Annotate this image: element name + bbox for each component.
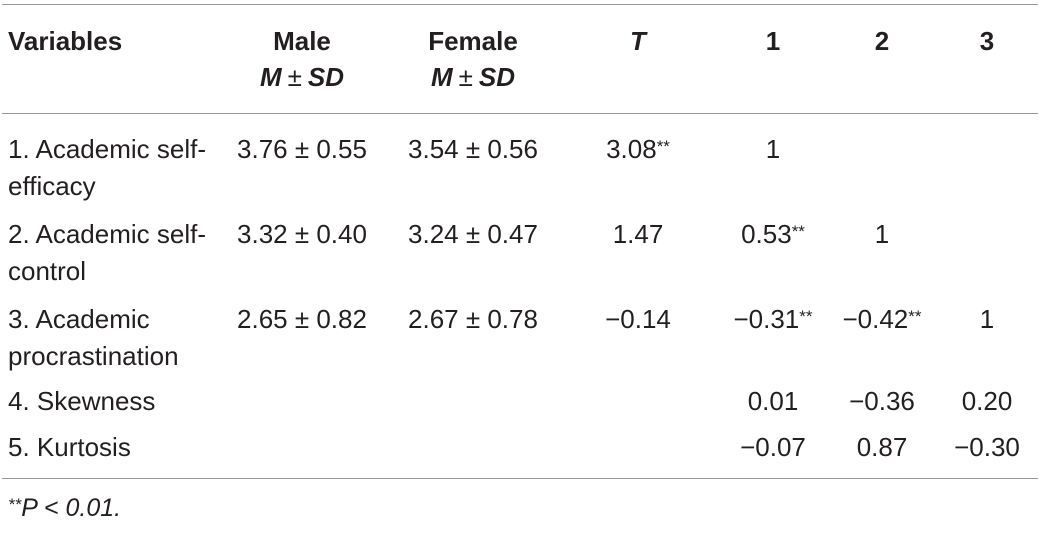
row-male: 2.65 ± 0.82: [237, 304, 367, 334]
header-rule: [2, 113, 1038, 114]
row-t: [558, 429, 718, 478]
table-row: 4. Skewness 0.01 −0.36 0.20: [2, 383, 1038, 429]
row-col-2: 0.87: [856, 432, 908, 462]
row-variable: 1. Academic self-efficacy: [8, 134, 206, 201]
table-row: 5. Kurtosis −0.07 0.87 −0.30: [2, 429, 1038, 478]
row-col-1: 0.53**: [741, 219, 805, 249]
header-col-2: 2: [874, 26, 890, 56]
row-variable: 2. Academic self-control: [8, 219, 206, 286]
row-col-1: −0.31**: [733, 304, 813, 334]
row-col-2: −0.36: [849, 386, 915, 416]
row-t: 3.08**: [606, 134, 670, 164]
row-female: [388, 383, 558, 429]
header-variables: Variables: [8, 26, 123, 56]
significance-mark: **: [799, 307, 813, 326]
header-female-msd: M ± SD: [430, 62, 516, 92]
row-female: 3.54 ± 0.56: [408, 134, 538, 164]
row-female: 3.24 ± 0.47: [408, 219, 538, 249]
row-col-3: −0.30: [954, 432, 1020, 462]
row-female: [388, 429, 558, 478]
row-col-1: 1: [765, 134, 781, 164]
row-variable: 4. Skewness: [8, 386, 156, 416]
header-t: T: [630, 26, 646, 56]
row-col-2: 1: [874, 219, 890, 249]
header-male: Male M ± SD: [216, 5, 388, 113]
significance-mark: **: [656, 137, 670, 156]
row-col-3: 0.20: [961, 386, 1013, 416]
footnote-mark: **: [8, 495, 22, 514]
bottom-rule: [2, 478, 1038, 479]
table-row: 3. Academic procrastination 2.65 ± 0.82 …: [2, 301, 1038, 383]
row-t: −0.14: [605, 304, 671, 334]
row-male: [216, 383, 388, 429]
row-col-1: 0.01: [747, 386, 799, 416]
row-col-2: −0.42**: [842, 304, 922, 334]
top-rule: [2, 4, 1038, 5]
row-variable: 5. Kurtosis: [8, 432, 131, 462]
row-col-3: [936, 216, 1038, 301]
row-male: [216, 429, 388, 478]
data-table-container: Variables Male M ± SD Female M ± SD T 1 2 3 …: [2, 4, 1038, 525]
footnote-text: P < 0.01.: [21, 494, 122, 522]
row-t: 1.47: [612, 219, 664, 249]
row-col-1: −0.07: [740, 432, 806, 462]
row-variable: 3. Academic procrastination: [8, 304, 179, 371]
row-male: 3.76 ± 0.55: [237, 134, 367, 164]
row-t: [558, 383, 718, 429]
table-row: 2. Academic self-control 3.32 ± 0.40 3.2…: [2, 216, 1038, 301]
table-row: 1. Academic self-efficacy 3.76 ± 0.55 3.…: [2, 114, 1038, 216]
header-row: Variables Male M ± SD Female M ± SD T 1 2 3: [2, 5, 1038, 113]
significance-mark: **: [908, 307, 922, 326]
row-col-3: [936, 114, 1038, 216]
header-male-label: Male: [273, 26, 331, 56]
row-col-3: 1: [979, 304, 995, 334]
header-female: Female M ± SD: [388, 5, 558, 113]
significance-mark: **: [791, 222, 805, 241]
table-footnote: **P < 0.01.: [2, 479, 1038, 525]
header-male-msd: M ± SD: [259, 62, 345, 92]
row-female: 2.67 ± 0.78: [408, 304, 538, 334]
descriptive-statistics-table: Variables Male M ± SD Female M ± SD T 1 2 3 …: [2, 5, 1038, 478]
header-female-label: Female: [428, 26, 518, 56]
row-col-2: [828, 114, 936, 216]
header-col-1: 1: [765, 26, 781, 56]
row-male: 3.32 ± 0.40: [237, 219, 367, 249]
header-col-3: 3: [979, 26, 995, 56]
